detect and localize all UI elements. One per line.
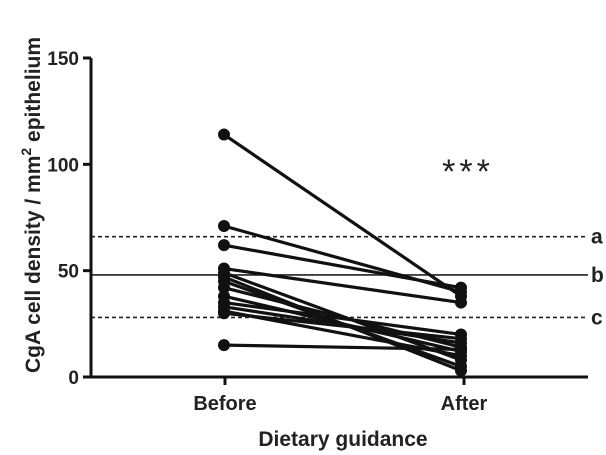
x-ticks: Before After: [193, 377, 488, 415]
reference-label-b: b: [591, 264, 604, 287]
reference-label-a: a: [591, 226, 603, 249]
series-line: [222, 300, 463, 337]
y-tick-label: 50: [58, 262, 79, 283]
data-point: [218, 239, 230, 252]
y-tick-label: 100: [47, 155, 79, 176]
axes: [89, 58, 588, 379]
reference-lines: [91, 235, 588, 319]
data-point: [455, 343, 467, 356]
series-line: [222, 311, 463, 341]
y-axis-title: CgA cell density / mm2 epithelium: [18, 37, 45, 373]
x-tick-label-before: Before: [193, 393, 256, 415]
series-line: [222, 266, 463, 305]
data-point: [218, 220, 230, 233]
series-lines: [222, 132, 463, 373]
reference-labels: abc: [591, 226, 604, 330]
data-point: [218, 339, 230, 352]
series-points: [218, 128, 467, 377]
y-tick-label: 0: [68, 368, 79, 389]
series-line: [222, 132, 463, 298]
y-tick-label: 150: [47, 49, 79, 70]
series-line: [222, 343, 463, 351]
data-point: [455, 360, 467, 373]
y-ticks: 0 50 100 150: [47, 49, 91, 389]
data-point: [218, 281, 230, 294]
data-point: [218, 307, 230, 320]
data-point: [218, 128, 230, 141]
data-point: [455, 332, 467, 345]
x-axis-title: Dietary guidance: [258, 428, 427, 451]
significance-marker: ***: [442, 153, 494, 191]
x-tick-label-after: After: [441, 393, 488, 415]
data-point: [455, 281, 467, 294]
series-line: [222, 243, 463, 290]
reference-label-c: c: [591, 306, 603, 329]
data-point: [455, 296, 467, 309]
